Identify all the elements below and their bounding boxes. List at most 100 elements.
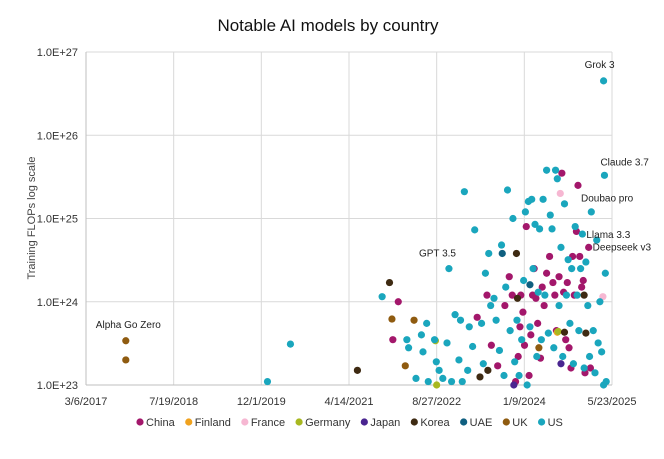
point-china xyxy=(579,276,587,285)
legend-label-finland: Finland xyxy=(195,417,231,429)
point-china xyxy=(525,371,533,380)
point-us xyxy=(405,344,413,352)
point-china xyxy=(519,308,527,316)
point-us xyxy=(423,319,431,327)
gridlines xyxy=(86,51,613,385)
point-us xyxy=(445,265,453,273)
point-us xyxy=(541,291,549,299)
point-us xyxy=(492,316,500,324)
point-us xyxy=(447,377,456,386)
point-china xyxy=(501,301,509,310)
point-us xyxy=(435,366,443,374)
legend: China Finland France Germany Japan Korea UAE UK… xyxy=(136,417,563,429)
legend-marker-finland xyxy=(185,418,193,426)
legend-marker-france xyxy=(241,418,249,426)
point-china xyxy=(534,319,542,327)
point-us xyxy=(593,236,601,244)
point-us xyxy=(419,348,427,356)
legend-marker-germany xyxy=(295,418,303,426)
annotation-label: Deepseek v3 xyxy=(593,242,652,253)
point-germany xyxy=(433,381,441,389)
point-china xyxy=(585,243,593,251)
x-tick-label: 5/23/2025 xyxy=(588,396,637,408)
point-us xyxy=(587,208,595,216)
point-us xyxy=(555,301,563,310)
point-us xyxy=(585,352,594,361)
point-us xyxy=(580,364,588,372)
legend-label-korea: Korea xyxy=(420,417,450,429)
point-us xyxy=(550,344,558,352)
x-tick-label: 3/6/2017 xyxy=(65,396,108,408)
point-uk xyxy=(122,337,130,345)
point-us xyxy=(506,327,514,335)
point-us xyxy=(557,243,565,251)
point-us xyxy=(577,265,585,273)
point-us xyxy=(537,336,545,344)
point-us xyxy=(515,371,523,380)
point-us xyxy=(584,301,592,310)
legend-marker-uk xyxy=(502,418,510,426)
point-china xyxy=(527,331,535,339)
annotation-label: GPT 3.5 xyxy=(419,249,456,260)
point-us xyxy=(569,360,578,368)
point-korea xyxy=(582,329,590,337)
legend-marker-us xyxy=(537,418,546,426)
point-us xyxy=(451,311,459,319)
point-us xyxy=(521,208,529,216)
legend-label-japan: Japan xyxy=(370,417,400,429)
point-us xyxy=(490,294,498,302)
point-us xyxy=(598,348,606,356)
point-us xyxy=(573,291,581,299)
point-us xyxy=(531,220,539,228)
point-us xyxy=(562,291,571,299)
point-us xyxy=(578,230,586,238)
point-china xyxy=(551,291,559,299)
point-us xyxy=(539,195,547,203)
point-us xyxy=(263,377,272,386)
point-us xyxy=(456,316,465,324)
point-japan xyxy=(510,381,518,389)
point-uk xyxy=(388,315,396,323)
point-china xyxy=(389,336,397,344)
point-china xyxy=(394,298,402,306)
point-uk xyxy=(401,362,409,370)
point-us xyxy=(591,369,599,377)
point-china xyxy=(522,222,530,231)
point-us xyxy=(520,276,528,285)
point-china xyxy=(578,283,586,291)
point-korea xyxy=(385,278,394,287)
point-us xyxy=(589,327,597,335)
x-tick-label: 12/1/2019 xyxy=(237,396,286,408)
point-us xyxy=(546,211,554,219)
point-us xyxy=(502,283,510,291)
point-china xyxy=(540,301,548,310)
point-china xyxy=(520,341,529,349)
point-germany xyxy=(554,327,562,336)
point-china xyxy=(574,181,582,189)
point-us xyxy=(430,336,439,344)
point-us xyxy=(511,358,519,366)
annotation-label: Grok 3 xyxy=(585,60,615,71)
point-korea xyxy=(513,294,522,302)
point-us xyxy=(432,358,440,366)
point-china xyxy=(505,273,513,281)
point-us xyxy=(533,352,541,361)
annotation-label: Llama 3.3 xyxy=(586,230,630,241)
point-china xyxy=(487,341,495,349)
point-uae xyxy=(498,249,506,258)
point-us xyxy=(566,319,574,327)
point-us xyxy=(535,225,544,233)
point-us xyxy=(548,225,556,233)
point-china xyxy=(483,291,491,299)
point-us xyxy=(599,77,608,85)
point-china xyxy=(543,269,551,277)
annotation-label: Doubao pro xyxy=(581,193,634,204)
point-china xyxy=(549,278,557,287)
point-us xyxy=(528,195,536,203)
point-us xyxy=(286,340,295,348)
point-us xyxy=(477,319,486,327)
point-us xyxy=(553,175,561,183)
y-tick-label: 1.0E+24 xyxy=(37,297,78,309)
point-china xyxy=(545,252,554,261)
